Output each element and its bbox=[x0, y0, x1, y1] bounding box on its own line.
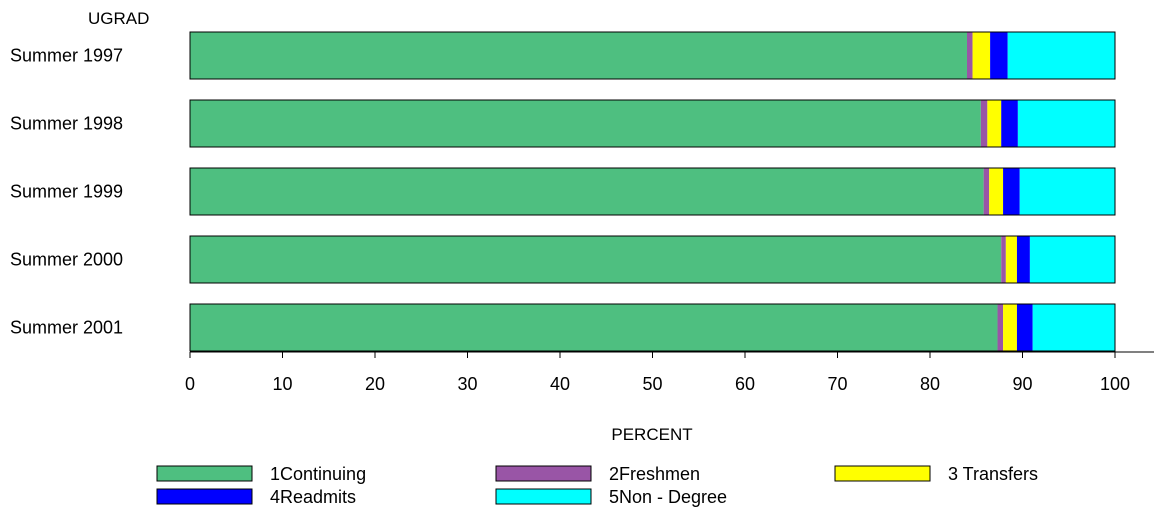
x-tick-label: 40 bbox=[550, 374, 570, 394]
x-tick-label: 0 bbox=[185, 374, 195, 394]
bar-segment-1-row-4 bbox=[190, 236, 1002, 283]
bar-segment-5-row-2 bbox=[1017, 100, 1115, 147]
category-labels: Summer 1997 Summer 1998 Summer 1999 Summer … bbox=[10, 46, 123, 338]
category-label: Summer 1997 bbox=[10, 46, 123, 66]
bar-segment-4-row-1 bbox=[990, 32, 1008, 79]
bar-segment-5-row-3 bbox=[1019, 168, 1115, 215]
bar-outline-row-3 bbox=[189, 167, 1116, 216]
bar-segment-3-row-4 bbox=[1005, 236, 1017, 283]
bar-segment-1-row-5 bbox=[190, 304, 998, 351]
bar-outline-row-2 bbox=[189, 99, 1116, 148]
legend-swatch bbox=[156, 465, 253, 482]
bars-layer bbox=[189, 31, 1116, 352]
bar-segment-5-row-4 bbox=[1029, 236, 1115, 283]
bar-segment-3-row-3 bbox=[989, 168, 1004, 215]
x-tick-label: 70 bbox=[827, 374, 847, 394]
bar-segment-3-row-2 bbox=[987, 100, 1002, 147]
bar-segment-3-row-5 bbox=[1003, 304, 1017, 351]
x-tick-label: 90 bbox=[1012, 374, 1032, 394]
bar-segment-4-row-5 bbox=[1016, 304, 1033, 351]
bar-segment-4-row-3 bbox=[1003, 168, 1020, 215]
legend-label: 5Non - Degree bbox=[609, 487, 727, 507]
y-axis-title: UGRAD bbox=[88, 9, 149, 28]
x-tick-label: 50 bbox=[642, 374, 662, 394]
x-ticks: 0 10 20 30 40 50 60 70 80 90 100 bbox=[185, 352, 1130, 394]
legend-label: 4Readmits bbox=[270, 487, 356, 507]
category-label: Summer 2000 bbox=[10, 250, 123, 270]
legend-swatch bbox=[834, 465, 931, 482]
bar-segment-2-row-4 bbox=[1001, 236, 1006, 283]
legend-swatch bbox=[495, 488, 592, 505]
x-tick-label: 60 bbox=[735, 374, 755, 394]
bar-segment-4-row-2 bbox=[1001, 100, 1018, 147]
bar-segment-1-row-1 bbox=[190, 32, 967, 79]
legend-label: 1Continuing bbox=[270, 464, 366, 484]
bar-outline-row-1 bbox=[189, 31, 1116, 80]
legend-swatch bbox=[156, 488, 253, 505]
x-tick-label: 10 bbox=[272, 374, 292, 394]
bar-segment-1-row-3 bbox=[190, 168, 984, 215]
x-tick-label: 100 bbox=[1100, 374, 1130, 394]
legend-label: 2Freshmen bbox=[609, 464, 700, 484]
bar-segment-2-row-2 bbox=[980, 100, 988, 147]
x-tick-label: 20 bbox=[365, 374, 385, 394]
legend: 1Continuing 2Freshmen 3 Transfers 4Readmits… bbox=[156, 464, 1038, 507]
bar-segment-3-row-1 bbox=[972, 32, 991, 79]
bar-outline-row-4 bbox=[189, 235, 1116, 284]
category-label: Summer 1998 bbox=[10, 114, 123, 134]
bar-segment-4-row-4 bbox=[1016, 236, 1030, 283]
x-axis-title: PERCENT bbox=[611, 425, 692, 444]
category-label: Summer 2001 bbox=[10, 318, 123, 338]
legend-label: 3 Transfers bbox=[948, 464, 1038, 484]
category-label: Summer 1999 bbox=[10, 182, 123, 202]
bar-segment-5-row-1 bbox=[1007, 32, 1115, 79]
legend-swatch bbox=[495, 465, 592, 482]
bar-segment-5-row-5 bbox=[1032, 304, 1115, 351]
bar-segment-2-row-5 bbox=[997, 304, 1004, 351]
bar-outline-row-5 bbox=[189, 303, 1116, 352]
bar-segment-2-row-3 bbox=[983, 168, 990, 215]
x-tick-label: 30 bbox=[457, 374, 477, 394]
bar-segment-2-row-1 bbox=[967, 32, 973, 79]
x-tick-label: 80 bbox=[920, 374, 940, 394]
bar-segment-1-row-2 bbox=[190, 100, 981, 147]
